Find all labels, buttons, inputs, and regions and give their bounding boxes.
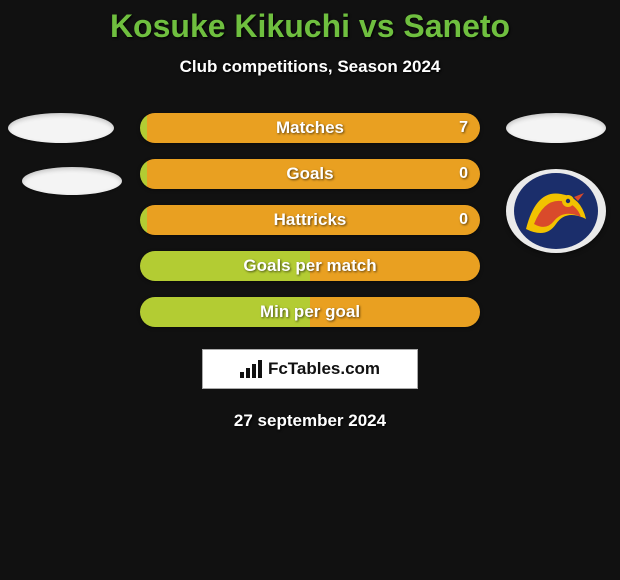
stat-bar: Goals per match (140, 251, 480, 281)
right-club-crest (506, 169, 606, 253)
stat-label: Goals (286, 164, 333, 184)
stat-label: Hattricks (274, 210, 347, 230)
stat-label: Goals per match (243, 256, 376, 276)
stat-bar-left-fill (140, 159, 147, 189)
left-player-badge-2 (22, 167, 122, 195)
brand-text: FcTables.com (268, 359, 380, 379)
right-player-badge-1 (506, 113, 606, 143)
stat-label: Matches (276, 118, 344, 138)
fctables-logo: FcTables.com (240, 359, 380, 379)
stat-bar: Goals 0 (140, 159, 480, 189)
stat-value-right: 7 (459, 119, 468, 137)
brand-box: FcTables.com (202, 349, 418, 389)
stat-bar-left-fill (140, 113, 147, 143)
stat-bars: Matches 7 Goals 0 Hattricks 0 Goals per match M… (140, 113, 480, 327)
comparison-area: Matches 7 Goals 0 Hattricks 0 Goals per match M… (0, 113, 620, 431)
stat-label: Min per goal (260, 302, 360, 322)
stat-bar: Matches 7 (140, 113, 480, 143)
fctables-bars-icon (240, 360, 262, 378)
stat-value-right: 0 (459, 165, 468, 183)
date-text: 27 september 2024 (0, 411, 620, 431)
stat-value-right: 0 (459, 211, 468, 229)
left-player-badge-1 (8, 113, 114, 143)
stat-bar: Hattricks 0 (140, 205, 480, 235)
stat-bar: Min per goal (140, 297, 480, 327)
vegalta-crest-icon (506, 169, 606, 253)
page-subtitle: Club competitions, Season 2024 (0, 57, 620, 77)
page-title: Kosuke Kikuchi vs Saneto (0, 0, 620, 45)
stat-bar-left-fill (140, 205, 147, 235)
